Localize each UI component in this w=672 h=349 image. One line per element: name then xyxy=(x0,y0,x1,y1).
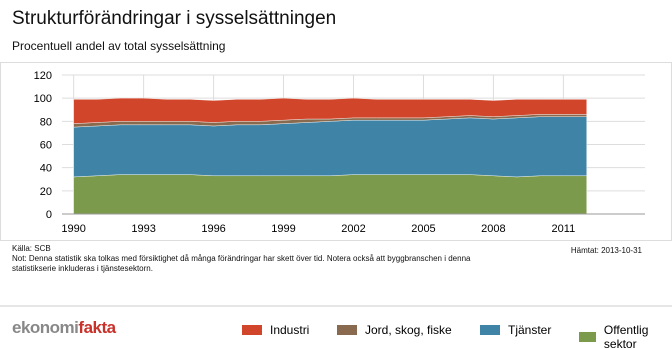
legend-item: Tjänster xyxy=(480,323,551,337)
y-tick-label: 60 xyxy=(40,140,52,152)
y-tick-label: 100 xyxy=(34,93,52,105)
x-tick-label: 2008 xyxy=(481,223,505,235)
source: Källa: SCB xyxy=(12,244,51,253)
retrieved: Hämtat: 2013-10-31 xyxy=(570,246,642,255)
area xyxy=(73,116,587,178)
legend-swatch xyxy=(480,325,500,335)
chart-subtitle: Procentuell andel av total sysselsättnin… xyxy=(12,39,226,53)
legend-swatch xyxy=(337,325,357,335)
x-tick-label: 1996 xyxy=(201,223,225,235)
area xyxy=(73,174,587,215)
legend-label: Tjänster xyxy=(508,323,552,337)
area xyxy=(73,97,587,124)
y-tick-label: 20 xyxy=(40,186,52,198)
y-tick-label: 120 xyxy=(34,70,52,82)
x-tick-label: 1999 xyxy=(271,223,295,235)
legend-swatch xyxy=(242,325,262,335)
legend-item: Industri xyxy=(242,323,309,337)
note: Not: Denna statistik ska tolkas med förs… xyxy=(12,254,471,273)
logo: ekonomifakta xyxy=(12,318,116,338)
x-tick-label: 2002 xyxy=(341,223,365,235)
y-tick-label: 40 xyxy=(40,163,52,175)
legend-label: Jord, skog, fiske xyxy=(365,323,452,337)
x-tick-label: 2011 xyxy=(552,223,576,235)
legend-label: Offentlig sektor xyxy=(603,323,649,349)
legend-swatch xyxy=(579,332,596,342)
legend-item: Jord, skog, fiske xyxy=(337,323,452,337)
y-tick-label: 80 xyxy=(40,116,52,128)
legend-item: Offentlig sektor xyxy=(579,323,672,349)
x-tick-label: 2005 xyxy=(411,223,435,235)
logo-part: ekonomi xyxy=(12,318,79,337)
x-tick-label: 1990 xyxy=(61,223,85,235)
chart-title: Strukturförändringar i sysselsättningen xyxy=(12,8,337,29)
legend-label: Industri xyxy=(270,323,310,337)
logo-part: fakta xyxy=(78,318,116,337)
y-tick-label: 0 xyxy=(46,209,52,221)
x-tick-label: 1993 xyxy=(131,223,155,235)
